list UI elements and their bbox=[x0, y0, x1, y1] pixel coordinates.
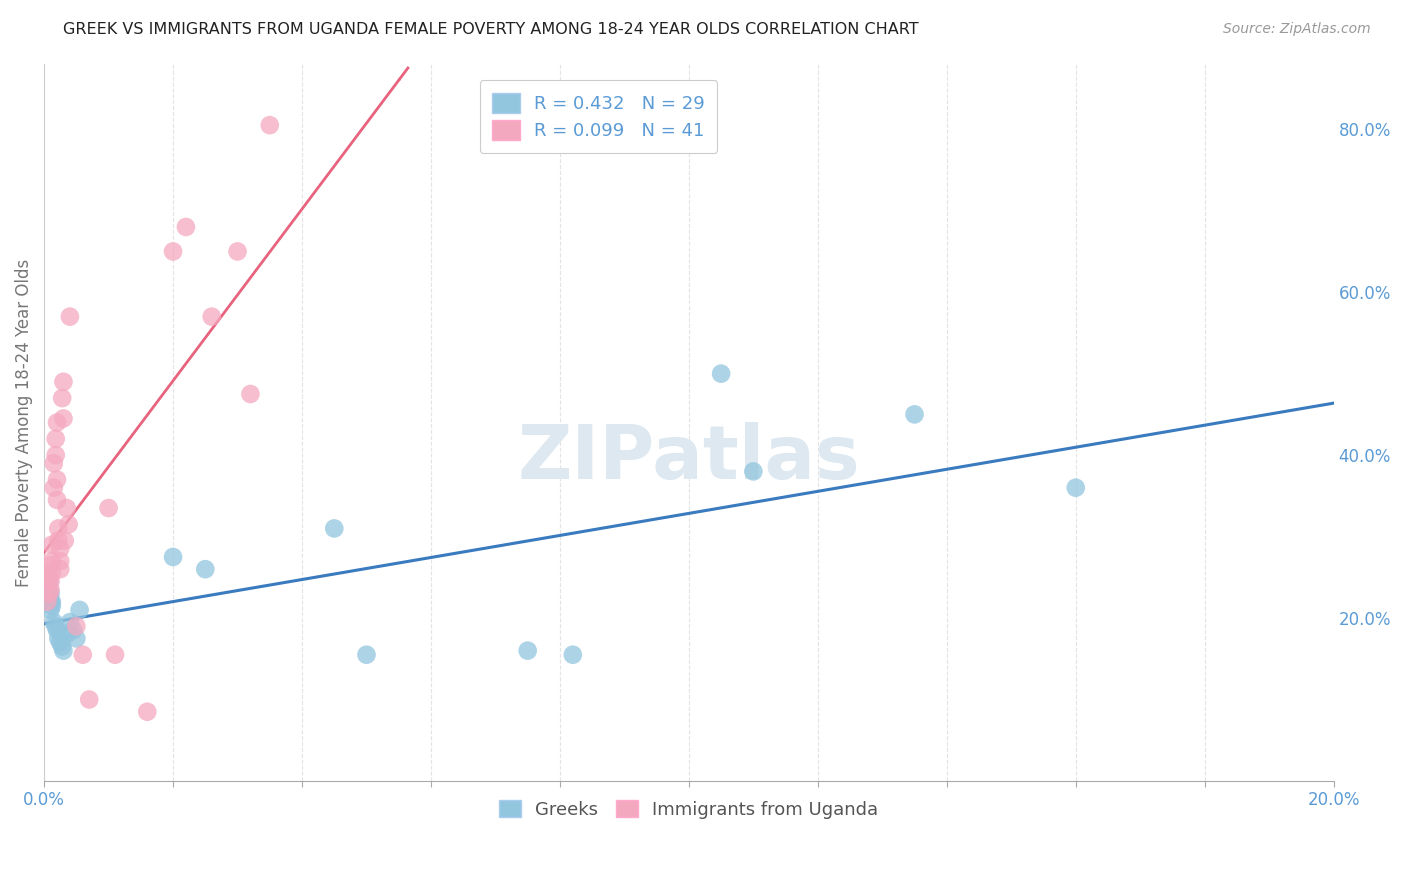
Point bbox=[194, 562, 217, 576]
Point bbox=[77, 692, 100, 706]
Text: ZIPatlas: ZIPatlas bbox=[517, 422, 860, 495]
Point bbox=[201, 310, 224, 324]
Point bbox=[58, 517, 80, 532]
Point bbox=[41, 566, 63, 581]
Point bbox=[39, 574, 62, 589]
Point bbox=[38, 574, 60, 589]
Point bbox=[62, 624, 84, 638]
Point bbox=[52, 411, 75, 425]
Point bbox=[259, 118, 281, 132]
Point bbox=[356, 648, 378, 662]
Point bbox=[38, 570, 60, 584]
Point bbox=[41, 595, 63, 609]
Point bbox=[45, 619, 67, 633]
Point bbox=[41, 554, 63, 568]
Point bbox=[226, 244, 249, 259]
Point bbox=[46, 492, 69, 507]
Point bbox=[55, 627, 77, 641]
Point bbox=[37, 574, 59, 589]
Point bbox=[51, 391, 73, 405]
Point bbox=[42, 615, 65, 629]
Point bbox=[46, 416, 69, 430]
Text: Source: ZipAtlas.com: Source: ZipAtlas.com bbox=[1223, 22, 1371, 37]
Point bbox=[72, 648, 94, 662]
Point bbox=[69, 603, 91, 617]
Point bbox=[742, 464, 765, 478]
Legend: Greeks, Immigrants from Uganda: Greeks, Immigrants from Uganda bbox=[492, 792, 886, 826]
Point bbox=[104, 648, 127, 662]
Point bbox=[97, 501, 120, 516]
Point bbox=[65, 632, 87, 646]
Point bbox=[45, 448, 67, 462]
Point bbox=[46, 624, 69, 638]
Point bbox=[162, 549, 184, 564]
Point bbox=[561, 648, 583, 662]
Point bbox=[39, 595, 62, 609]
Text: GREEK VS IMMIGRANTS FROM UGANDA FEMALE POVERTY AMONG 18-24 YEAR OLDS CORRELATION: GREEK VS IMMIGRANTS FROM UGANDA FEMALE P… bbox=[63, 22, 920, 37]
Point bbox=[136, 705, 159, 719]
Point bbox=[51, 640, 73, 654]
Point bbox=[42, 481, 65, 495]
Point bbox=[38, 586, 60, 600]
Point bbox=[323, 521, 346, 535]
Point bbox=[46, 521, 69, 535]
Point bbox=[65, 619, 87, 633]
Point bbox=[38, 591, 60, 605]
Point bbox=[55, 501, 77, 516]
Point bbox=[59, 310, 82, 324]
Point bbox=[37, 595, 59, 609]
Point bbox=[42, 456, 65, 470]
Point bbox=[516, 643, 538, 657]
Point bbox=[41, 538, 63, 552]
Point bbox=[45, 432, 67, 446]
Point bbox=[903, 408, 925, 422]
Point bbox=[39, 586, 62, 600]
Point bbox=[59, 615, 82, 629]
Point bbox=[46, 533, 69, 548]
Point bbox=[239, 387, 262, 401]
Point bbox=[53, 533, 76, 548]
Point bbox=[710, 367, 733, 381]
Point bbox=[39, 582, 62, 597]
Point bbox=[49, 541, 72, 556]
Point bbox=[46, 632, 69, 646]
Point bbox=[174, 219, 197, 234]
Point bbox=[52, 375, 75, 389]
Point bbox=[52, 643, 75, 657]
Point bbox=[49, 562, 72, 576]
Point bbox=[49, 554, 72, 568]
Point bbox=[39, 603, 62, 617]
Point bbox=[162, 244, 184, 259]
Point bbox=[46, 473, 69, 487]
Point bbox=[49, 635, 72, 649]
Y-axis label: Female Poverty Among 18-24 Year Olds: Female Poverty Among 18-24 Year Olds bbox=[15, 259, 32, 587]
Point bbox=[41, 599, 63, 613]
Point bbox=[39, 558, 62, 573]
Point bbox=[1064, 481, 1087, 495]
